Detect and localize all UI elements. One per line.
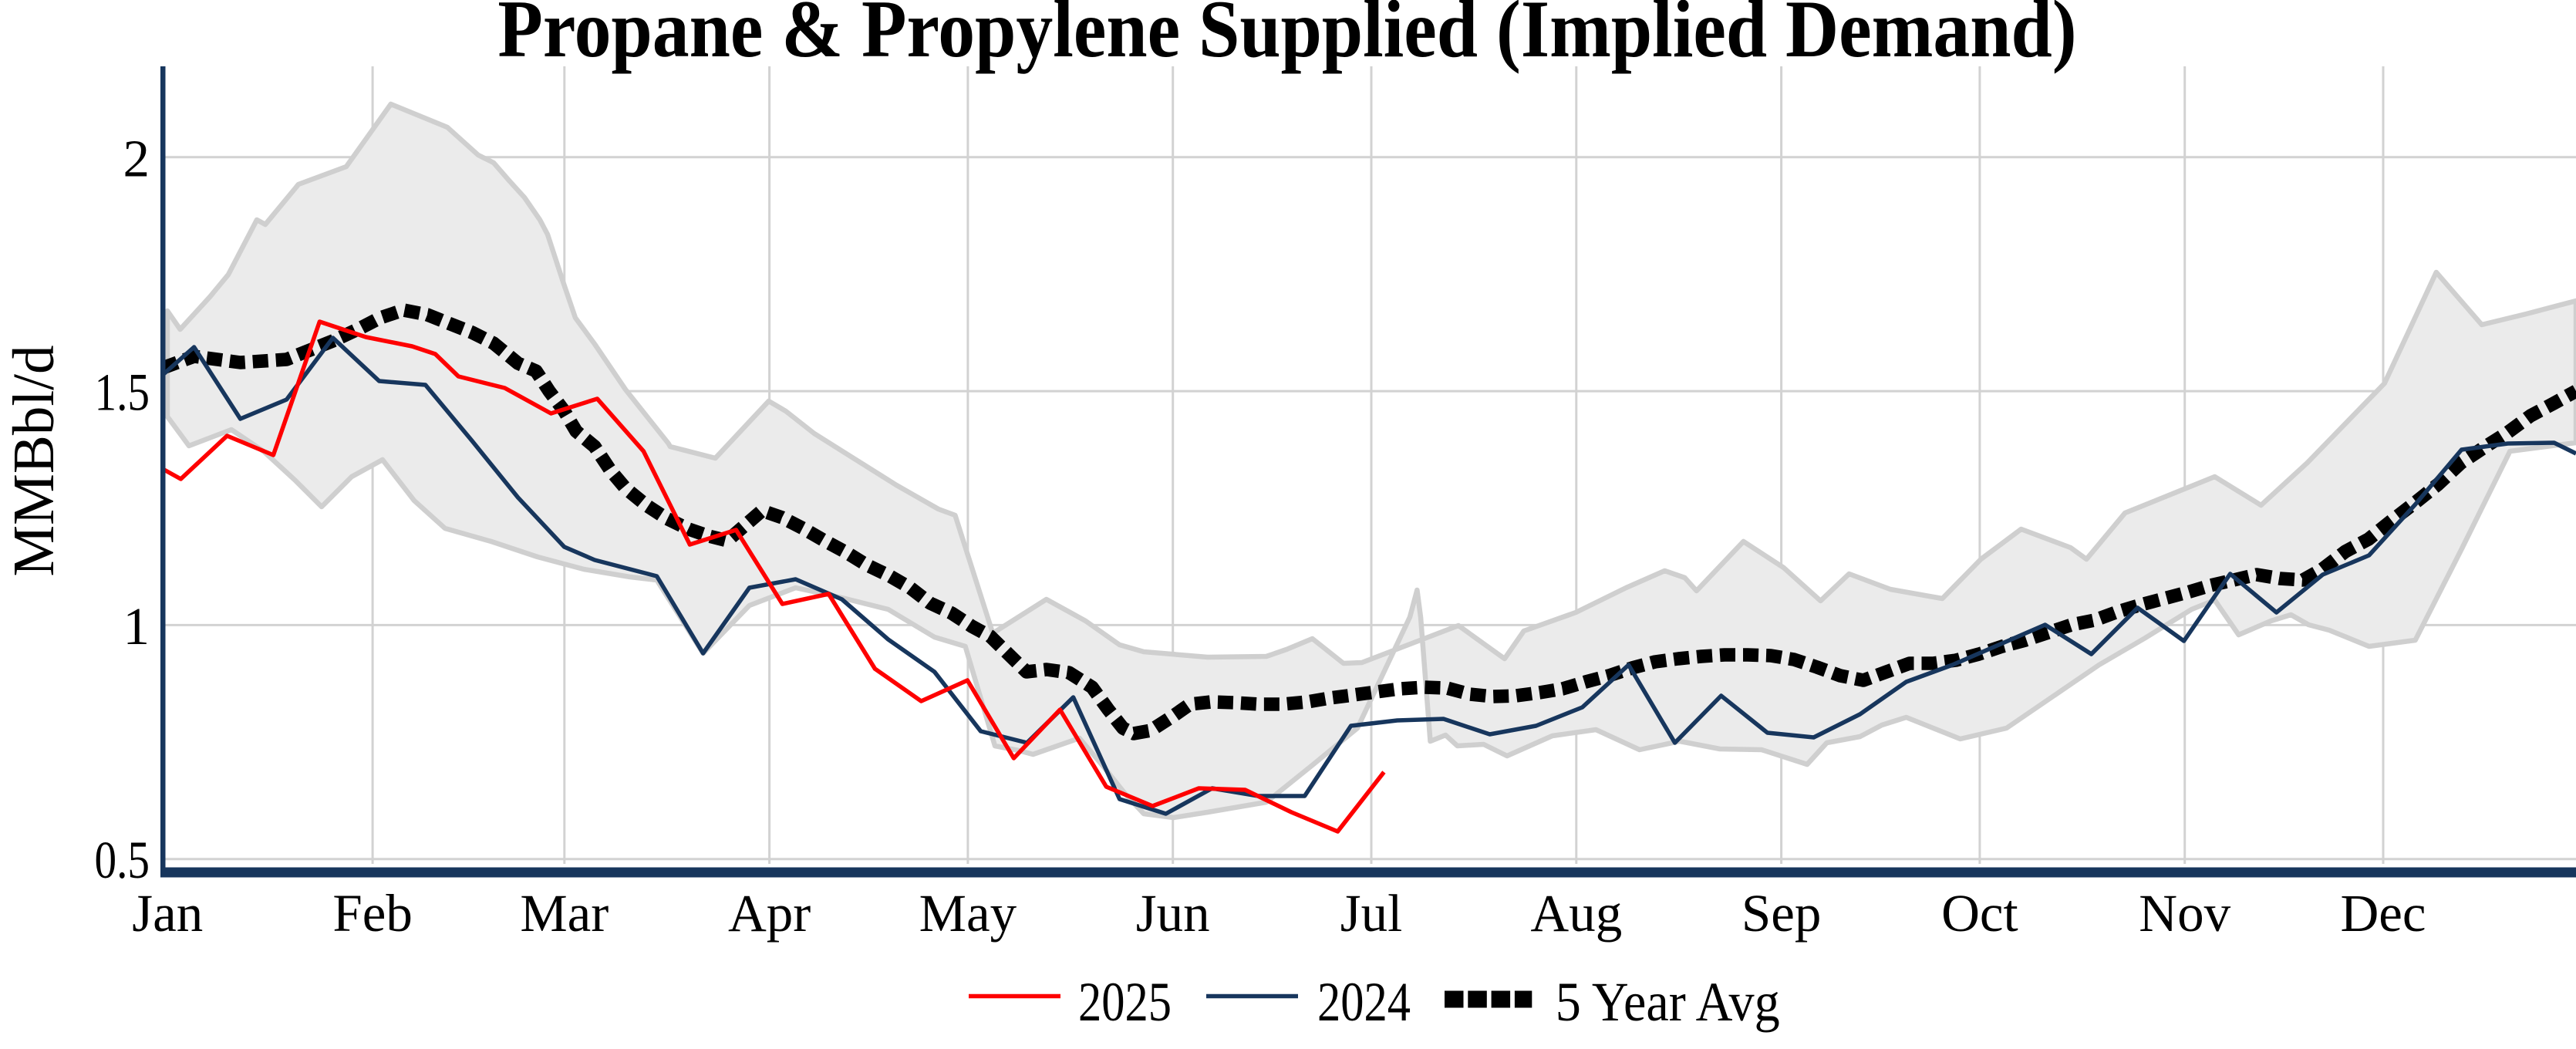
svg-text:Aug: Aug [1530,884,1622,943]
svg-text:Apr: Apr [728,884,811,943]
svg-text:1.5: 1.5 [95,363,150,422]
svg-text:5 Year Avg: 5 Year Avg [1556,971,1780,1033]
svg-text:1: 1 [123,597,150,656]
svg-text:Oct: Oct [1941,884,2018,943]
svg-text:Jul: Jul [1340,884,1403,943]
svg-text:Sep: Sep [1741,884,1822,943]
svg-text:MMBbl/d: MMBbl/d [2,346,66,577]
svg-text:Dec: Dec [2340,884,2426,943]
svg-text:Nov: Nov [2139,884,2230,943]
svg-text:0.5: 0.5 [95,831,150,889]
svg-text:Mar: Mar [520,884,609,943]
svg-text:Jan: Jan [132,884,203,943]
svg-text:May: May [919,884,1017,943]
svg-text:Feb: Feb [332,884,413,943]
svg-text:2: 2 [123,129,150,187]
svg-text:Jun: Jun [1136,884,1210,943]
svg-text:2024: 2024 [1317,971,1411,1033]
svg-text:2025: 2025 [1078,971,1172,1033]
svg-text:Propane & Propylene Supplied (: Propane & Propylene Supplied (Implied De… [497,0,2076,74]
